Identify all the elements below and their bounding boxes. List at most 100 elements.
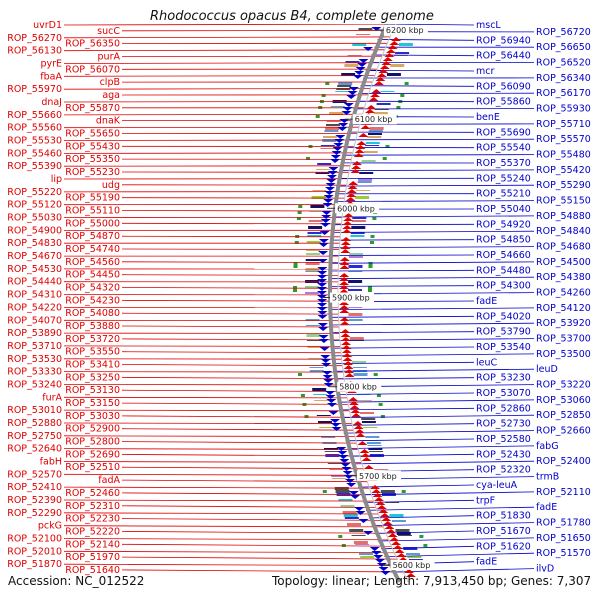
- kbp-tick-label: 5600 kbp: [393, 561, 431, 570]
- forward-gene-arrow: [389, 41, 400, 45]
- reverse-gene-label: ROP_54260: [536, 288, 591, 299]
- kbp-tick-label: 5700 kbp: [359, 472, 397, 481]
- forward-gene-label: ROP_53720: [65, 334, 120, 345]
- cog-block: [395, 52, 410, 54]
- forward-gene-label: ROP_52310: [65, 501, 120, 512]
- cog-block: [359, 172, 374, 174]
- reverse-connector: [341, 154, 535, 156]
- forward-gene-label: ROP_56070: [65, 64, 120, 75]
- cog-block: [352, 43, 367, 46]
- reverse-gene-label: ROP_54680: [536, 242, 591, 253]
- cog-block: [368, 448, 383, 450]
- cog-block: [334, 487, 349, 490]
- forward-gene-arrow: [357, 441, 368, 445]
- cog-block: [408, 559, 423, 560]
- forward-connector: [121, 287, 339, 289]
- cog-marker: [296, 217, 301, 220]
- forward-gene-label: ROP_55650: [65, 129, 120, 140]
- reverse-connector: [334, 377, 475, 380]
- reverse-connector: [332, 215, 535, 218]
- reverse-gene-arrow: [337, 451, 348, 455]
- cog-block: [373, 112, 388, 115]
- cog-block: [347, 55, 362, 56]
- forward-gene-label: ROP_53410: [65, 360, 120, 371]
- forward-connector: [121, 299, 339, 302]
- forward-gene-arrow: [343, 217, 354, 221]
- reverse-gene-arrow: [340, 463, 351, 467]
- reverse-gene-arrow: [317, 291, 327, 295]
- cog-marker: [297, 211, 302, 214]
- reverse-gene-label: ROP_51830: [476, 511, 531, 522]
- cog-block: [345, 61, 360, 63]
- cog-block: [365, 145, 380, 146]
- reverse-gene-arrow: [321, 215, 332, 219]
- reverse-connector: [371, 522, 535, 527]
- reverse-gene-arrow: [322, 375, 333, 379]
- reverse-gene-arrow: [348, 87, 359, 91]
- cog-block: [352, 367, 367, 368]
- reverse-gene-label: ROP_51780: [536, 518, 591, 529]
- reverse-gene-label: benE: [476, 112, 500, 123]
- forward-connector: [63, 113, 363, 116]
- cog-block: [348, 313, 363, 316]
- reverse-gene-arrow: [324, 191, 335, 195]
- reverse-connector: [329, 331, 475, 334]
- reverse-connector: [332, 368, 535, 372]
- cog-block: [320, 145, 335, 146]
- cog-marker: [298, 373, 302, 376]
- forward-gene-label: ROP_52390: [7, 495, 62, 506]
- cog-block: [305, 268, 320, 271]
- forward-gene-arrow: [350, 169, 361, 173]
- forward-gene-arrow: [351, 413, 362, 417]
- forward-gene-label: ROP_52230: [65, 514, 120, 525]
- reverse-gene-arrow: [322, 203, 333, 207]
- forward-gene-label: ROP_54220: [7, 302, 62, 313]
- reverse-gene-label: ROP_55480: [536, 150, 591, 161]
- reverse-connector: [328, 307, 535, 310]
- reverse-gene-arrow: [333, 143, 344, 147]
- cog-block: [314, 400, 329, 401]
- reverse-gene-arrow: [326, 179, 337, 183]
- cog-block: [376, 103, 391, 105]
- reverse-connector: [377, 39, 475, 41]
- reverse-connector: [332, 361, 475, 364]
- forward-connector: [121, 235, 341, 238]
- cog-block: [363, 151, 378, 153]
- forward-gene-arrow: [366, 105, 377, 109]
- cog-block: [398, 535, 412, 536]
- forward-gene-label: ROP_51640: [65, 565, 120, 576]
- cog-block: [324, 451, 339, 452]
- forward-gene-arrow: [340, 337, 351, 341]
- forward-gene-label: lip: [51, 174, 62, 185]
- forward-connector: [63, 448, 359, 450]
- cog-block: [305, 271, 320, 272]
- reverse-connector: [327, 285, 475, 287]
- forward-gene-label: ROP_52410: [7, 482, 62, 493]
- forward-gene-arrow: [396, 553, 407, 557]
- reverse-gene-label: ROP_56440: [476, 51, 531, 62]
- cog-block: [307, 346, 322, 348]
- cog-block: [353, 541, 368, 544]
- reverse-gene-arrow: [320, 219, 331, 223]
- forward-gene-arrow: [374, 81, 384, 85]
- forward-gene-arrow: [376, 73, 387, 77]
- reverse-gene-arrow: [335, 135, 346, 139]
- cog-marker: [293, 286, 297, 289]
- cog-block: [385, 502, 400, 503]
- forward-gene-arrow: [339, 281, 350, 285]
- forward-gene-label: ROP_55870: [65, 103, 120, 114]
- reverse-gene-label: ROP_51650: [536, 533, 591, 544]
- cog-block: [329, 469, 344, 470]
- forward-connector: [121, 492, 372, 495]
- cog-block: [332, 478, 346, 479]
- forward-gene-arrow: [384, 53, 395, 57]
- forward-gene-label: clpB: [100, 77, 120, 88]
- forward-gene-label: ROP_55560: [7, 123, 62, 134]
- reverse-gene-label: ROP_55710: [536, 119, 591, 130]
- reverse-gene-arrow: [331, 151, 342, 155]
- reverse-gene-label: ROP_54480: [476, 265, 531, 276]
- reverse-gene-label: ROP_54300: [476, 281, 531, 292]
- reverse-gene-arrow: [317, 299, 328, 303]
- reverse-connector: [358, 484, 475, 488]
- forward-connector: [63, 512, 379, 515]
